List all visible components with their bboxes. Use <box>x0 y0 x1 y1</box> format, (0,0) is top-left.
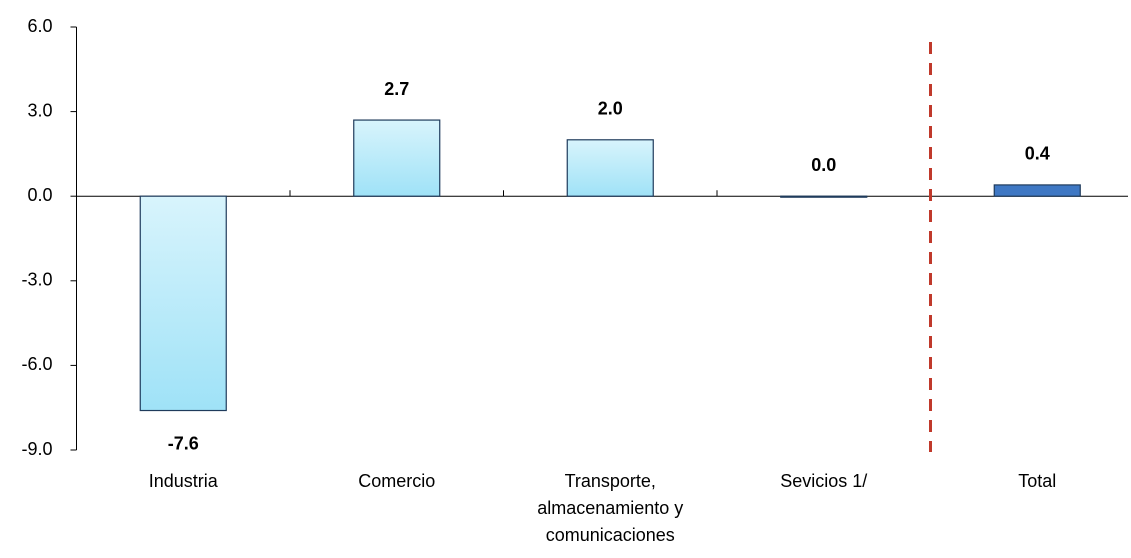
x-tick-label: Industria <box>148 471 218 491</box>
value-label: 2.7 <box>384 79 409 99</box>
value-label: -7.6 <box>168 433 199 453</box>
y-tick-label: 3.0 <box>27 100 52 120</box>
y-tick-label: -6.0 <box>21 354 52 374</box>
x-tick-label: Total <box>1018 471 1057 491</box>
value-label: 0.4 <box>1025 144 1050 164</box>
value-label: 2.0 <box>598 99 623 119</box>
bar <box>993 184 1081 197</box>
y-tick-label: -9.0 <box>21 439 52 459</box>
bar <box>566 139 654 197</box>
y-tick-label: 6.0 <box>27 16 52 36</box>
y-tick-label: -3.0 <box>21 270 52 290</box>
bar <box>353 119 441 197</box>
x-tick-label: Comercio <box>358 471 436 491</box>
x-tick-label: Transporte, almacenamiento y comunicacio… <box>537 471 684 545</box>
value-label: 0.0 <box>811 155 836 175</box>
y-tick-label: 0.0 <box>27 185 52 205</box>
bar <box>780 195 868 198</box>
x-tick-label: Sevicios 1/ <box>780 471 868 491</box>
bar <box>139 195 227 412</box>
